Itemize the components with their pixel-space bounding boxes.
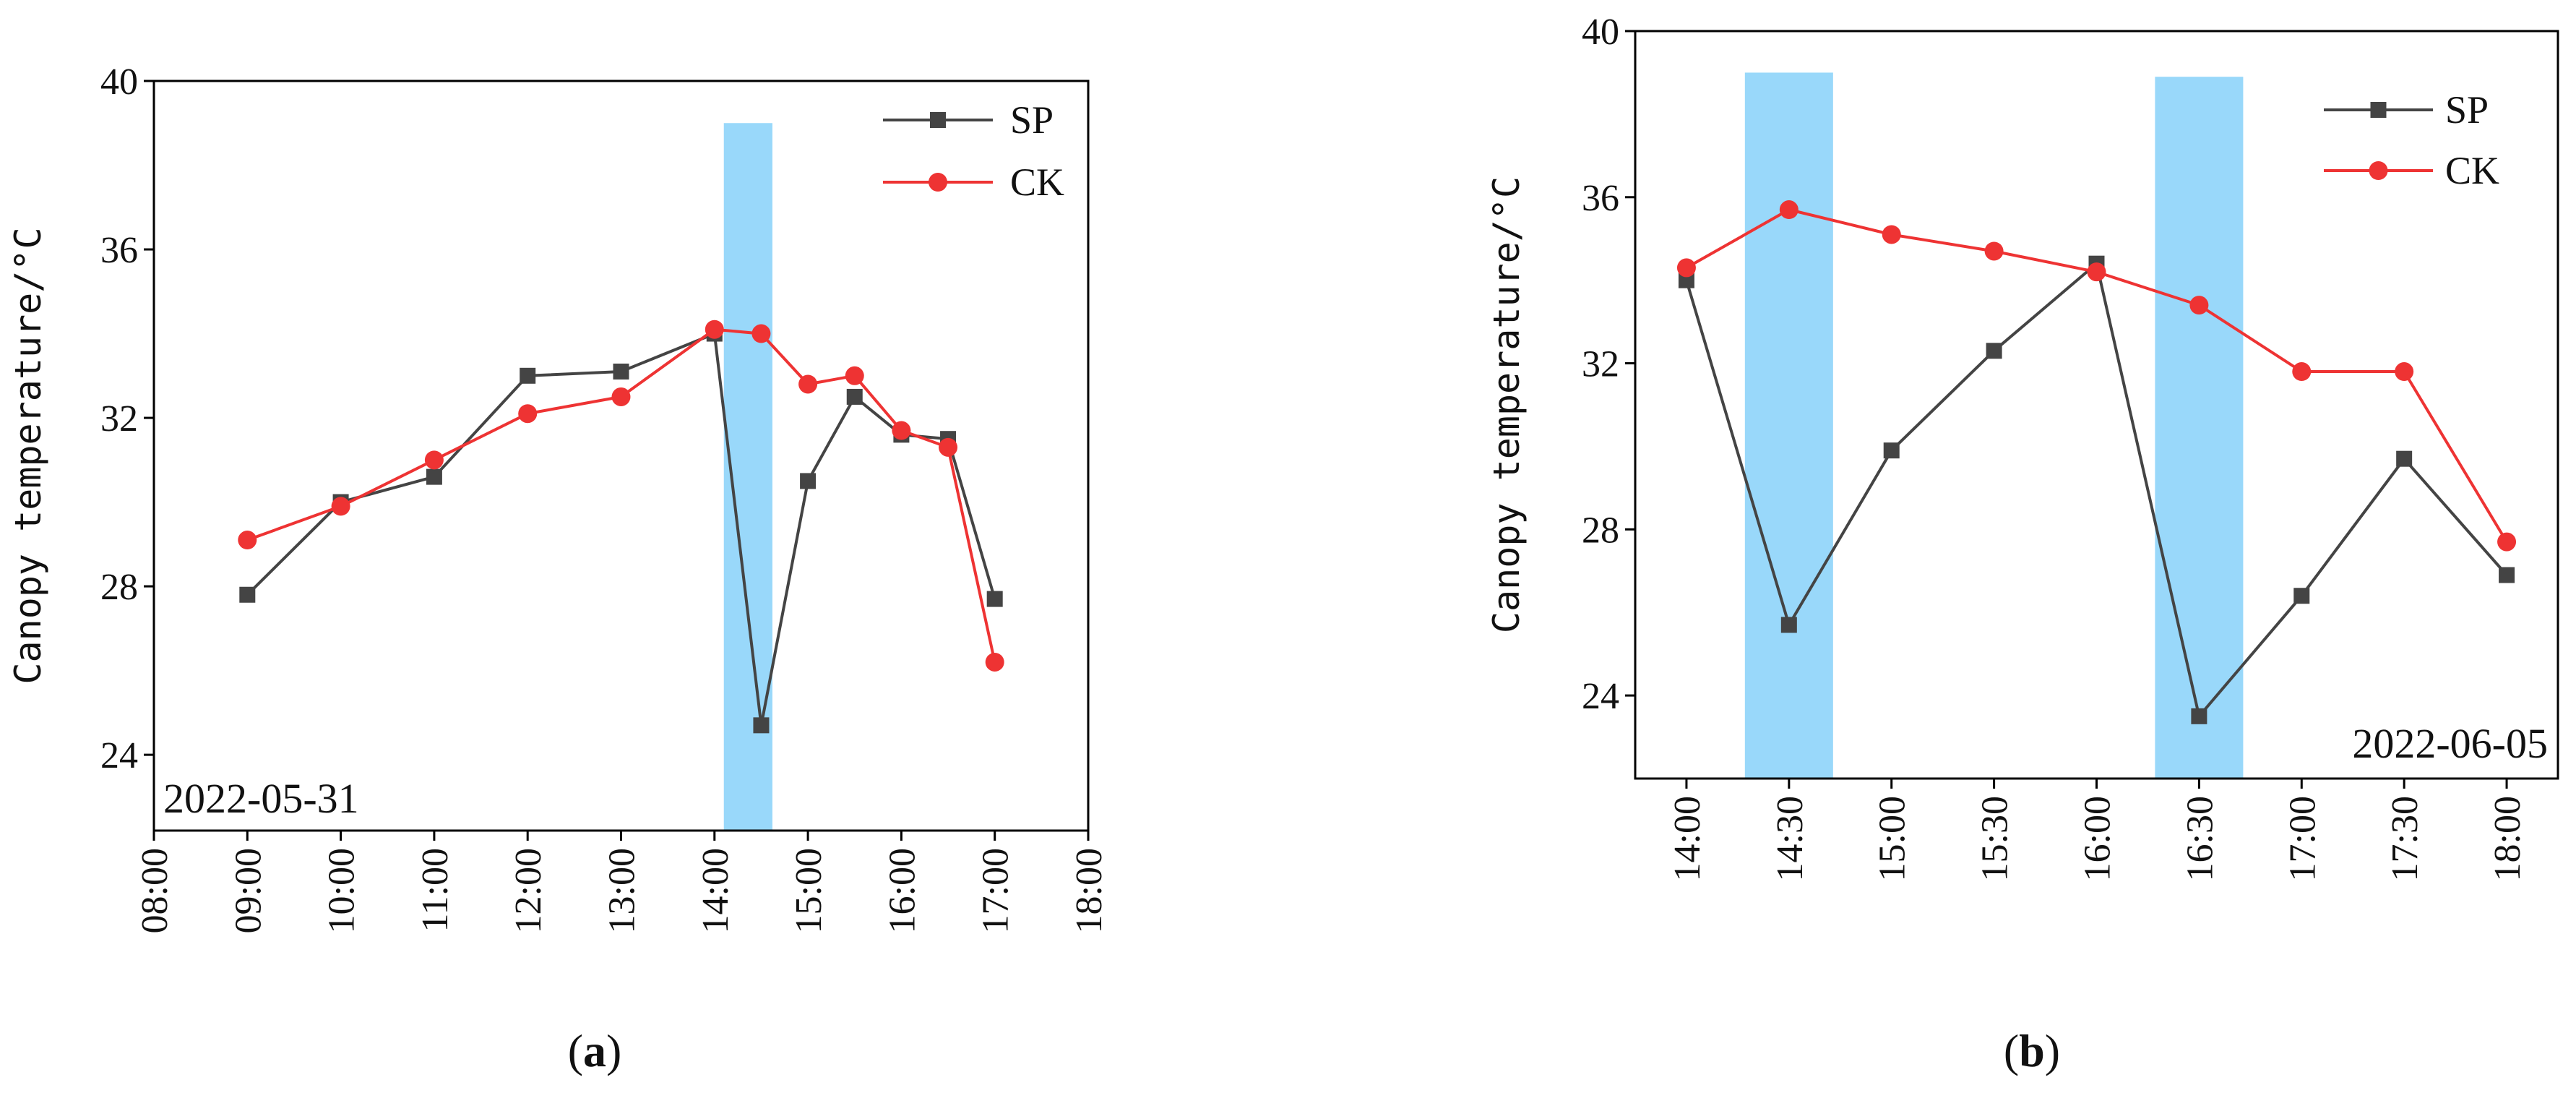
- data-point-ck: [1882, 225, 1901, 244]
- legend-label-sp: SP: [1010, 98, 1054, 142]
- data-point-sp: [2499, 567, 2515, 583]
- data-point-ck: [2189, 296, 2209, 315]
- data-point-sp: [800, 473, 817, 489]
- series-ck: [238, 320, 1004, 672]
- data-point-sp: [846, 388, 863, 405]
- y-tick-label: 36: [1582, 178, 1619, 219]
- data-point-sp: [753, 717, 770, 734]
- x-tick-label: 14:30: [1770, 796, 1811, 881]
- legend-label-sp: SP: [2445, 88, 2489, 132]
- highlight-band-2: [2155, 77, 2244, 779]
- y-tick-label: 32: [100, 398, 138, 440]
- x-tick-label: 14:00: [695, 848, 736, 933]
- x-tick-label: 13:00: [602, 848, 643, 933]
- legend-label-ck: CK: [1010, 160, 1064, 204]
- data-point-ck: [331, 497, 350, 516]
- y-tick-label: 40: [1582, 12, 1619, 53]
- data-point-ck: [518, 404, 538, 424]
- x-tick-label: 10:00: [322, 848, 363, 933]
- y-tick-label: 24: [1582, 676, 1619, 717]
- panel-label: (b): [2004, 1025, 2060, 1076]
- x-tick-label: 18:00: [1069, 848, 1110, 933]
- y-tick-label: 24: [100, 735, 138, 776]
- data-point-sp: [2191, 708, 2207, 724]
- data-point-sp: [2293, 588, 2310, 604]
- highlight-band-1: [1744, 72, 1833, 779]
- x-tick-label: 16:00: [2077, 796, 2119, 881]
- y-tick-label: 36: [100, 230, 138, 271]
- data-point-ck: [751, 324, 771, 343]
- data-point-ck: [892, 421, 911, 440]
- legend: SP CK: [883, 98, 1064, 204]
- x-tick-label: 16:30: [2179, 796, 2220, 881]
- data-point-sp: [1986, 343, 2002, 359]
- data-point-ck: [238, 531, 257, 550]
- data-point-ck: [705, 320, 724, 339]
- data-point-ck: [2087, 262, 2106, 282]
- data-point-sp: [239, 586, 256, 603]
- data-point-ck: [1779, 200, 1799, 220]
- data-point-ck: [985, 652, 1004, 672]
- legend: SP CK: [2324, 88, 2499, 192]
- data-point-sp: [1883, 442, 1900, 459]
- data-point-ck: [611, 387, 631, 406]
- x-tick-label: 16:00: [882, 848, 923, 933]
- x-tick-label: 15:00: [1872, 796, 1913, 881]
- data-point-ck: [2497, 532, 2517, 552]
- legend-marker-ck: [929, 173, 947, 192]
- data-point-ck: [798, 374, 818, 394]
- data-point-sp: [986, 591, 1003, 607]
- x-tick-label: 18:00: [2487, 796, 2528, 881]
- data-point-sp: [613, 363, 629, 380]
- y-axis-label: Canopy temperature/°C: [1486, 176, 1528, 633]
- series-sp: [239, 325, 1003, 734]
- legend-marker-sp: [2370, 102, 2387, 118]
- x-tick-label: 14:00: [1667, 796, 1708, 881]
- date-annotation: 2022-06-05: [2352, 720, 2548, 767]
- y-tick-label: 28: [100, 567, 138, 608]
- series-ck: [1676, 200, 2517, 552]
- x-tick-label: 09:00: [228, 848, 269, 933]
- y-tick-label: 32: [1582, 344, 1619, 385]
- legend-marker-ck: [2369, 161, 2388, 180]
- x-tick-label: 12:00: [508, 848, 549, 933]
- x-tick-label: 17:00: [2282, 796, 2323, 881]
- data-point-ck: [424, 450, 444, 470]
- data-point-sp: [1780, 617, 1797, 633]
- x-tick-label: 17:30: [2385, 796, 2426, 881]
- panel-label: (a): [568, 1025, 622, 1076]
- x-tick-label: 11:00: [415, 848, 456, 933]
- data-point-ck: [2292, 362, 2312, 382]
- y-axis-label: Canopy temperature/°C: [7, 227, 49, 684]
- data-point-sp: [520, 367, 536, 384]
- data-point-ck: [845, 366, 864, 385]
- data-point-ck: [1984, 241, 2004, 261]
- data-point-sp: [426, 468, 442, 485]
- y-tick-label: 40: [100, 61, 138, 103]
- data-point-sp: [2396, 450, 2413, 467]
- legend-label-ck: CK: [2445, 149, 2499, 192]
- x-tick-label: 15:30: [1975, 796, 2016, 881]
- chart-panel-a: 24 28 32 36 40 08:00 09:00 10:00 11:00 12:00 13:00…: [7, 61, 1110, 1076]
- data-point-ck: [2395, 362, 2414, 382]
- chart-panel-b: 24 28 32 36 40 14:00 14:30 15:00 15:30 16:00 16:30…: [1486, 12, 2559, 1076]
- legend-marker-sp: [930, 112, 946, 128]
- data-point-ck: [1676, 258, 1696, 278]
- x-tick-label: 15:00: [788, 848, 830, 933]
- date-annotation: 2022-05-31: [163, 775, 359, 822]
- x-tick-label: 08:00: [134, 848, 176, 933]
- data-point-ck: [939, 437, 958, 457]
- x-tick-label: 17:00: [975, 848, 1017, 933]
- y-tick-label: 28: [1582, 510, 1619, 551]
